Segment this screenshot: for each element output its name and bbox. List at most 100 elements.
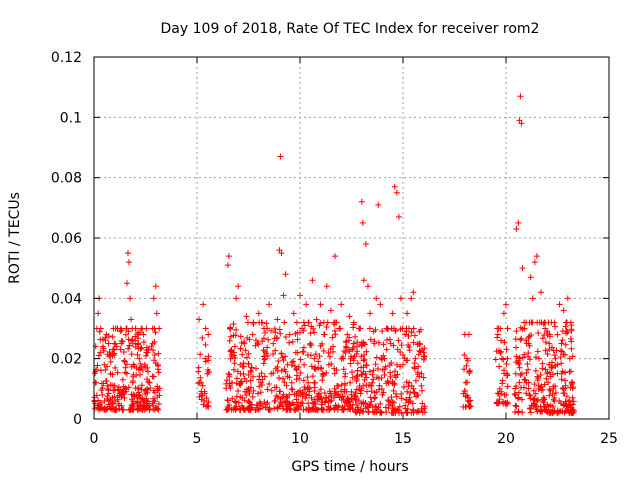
data-point: [261, 355, 268, 362]
data-point: [154, 361, 161, 368]
data-point: [354, 360, 361, 367]
data-point: [363, 374, 370, 381]
y-tick-labels: 0 0.02 0.04 0.06 0.08 0.1 0.12: [51, 50, 82, 428]
data-point: [260, 360, 267, 367]
data-point: [390, 399, 397, 406]
data-point: [199, 335, 206, 342]
data-point: [568, 379, 575, 386]
data-point: [232, 332, 239, 339]
data-point: [521, 325, 528, 332]
data-point: [297, 356, 304, 363]
data-point: [323, 406, 330, 413]
data-point: [130, 391, 137, 398]
data-point: [315, 358, 322, 365]
data-point: [516, 364, 523, 371]
data-point: [245, 360, 252, 367]
data-point: [513, 328, 520, 335]
x-tick-label: 10: [291, 431, 309, 447]
data-point: [568, 338, 575, 345]
data-point: [111, 393, 118, 400]
data-point: [102, 366, 109, 373]
data-point: [132, 325, 139, 332]
data-point: [152, 329, 159, 336]
data-point: [552, 355, 559, 362]
data-point: [154, 405, 161, 412]
data-point: [537, 372, 544, 379]
data-point: [375, 201, 382, 208]
data-point: [360, 364, 367, 371]
data-point: [196, 316, 203, 323]
data-point: [495, 325, 502, 332]
data-point: [546, 369, 553, 376]
data-point: [286, 374, 293, 381]
data-point: [308, 363, 315, 370]
data-point: [237, 382, 244, 389]
data-point: [323, 324, 330, 331]
data-point: [104, 393, 111, 400]
data-point: [139, 325, 146, 332]
data-point: [395, 337, 402, 344]
data-point: [224, 262, 231, 269]
data-point: [339, 393, 346, 400]
data-point: [547, 373, 554, 380]
data-point: [249, 393, 256, 400]
data-point: [296, 375, 303, 382]
data-point: [250, 387, 257, 394]
data-point: [135, 340, 142, 347]
data-point: [352, 333, 359, 340]
data-point: [137, 395, 144, 402]
data-point: [325, 398, 332, 405]
data-point: [540, 397, 547, 404]
data-point: [286, 391, 293, 398]
data-point: [539, 360, 546, 367]
data-point: [95, 405, 102, 412]
y-tick-label: 0.06: [51, 231, 82, 247]
data-point: [126, 259, 133, 266]
data-point: [535, 355, 542, 362]
data-point: [539, 335, 546, 342]
data-point: [317, 301, 324, 308]
data-point: [533, 397, 540, 404]
data-point: [558, 360, 565, 367]
data-point: [361, 351, 368, 358]
data-point: [349, 344, 356, 351]
data-point: [134, 406, 141, 413]
data-point: [416, 347, 423, 354]
x-tick-label: 25: [600, 431, 618, 447]
data-point: [362, 370, 369, 377]
data-point: [534, 377, 541, 384]
data-point: [331, 405, 338, 412]
data-point: [407, 389, 414, 396]
data-point: [226, 325, 233, 332]
data-point: [332, 402, 339, 409]
data-point: [503, 400, 510, 407]
data-point: [344, 397, 351, 404]
data-point: [245, 385, 252, 392]
data-point: [563, 393, 570, 400]
data-point: [513, 353, 520, 360]
data-point: [341, 380, 348, 387]
data-point: [247, 367, 254, 374]
data-point: [547, 333, 554, 340]
data-point: [276, 326, 283, 333]
data-point: [283, 406, 290, 413]
data-point: [557, 347, 564, 354]
data-point: [226, 337, 233, 344]
data-point: [264, 344, 271, 351]
data-point: [338, 301, 345, 308]
data-point: [499, 377, 506, 384]
data-point: [558, 370, 565, 377]
data-point: [142, 352, 149, 359]
data-point: [416, 328, 423, 335]
data-point: [155, 400, 162, 407]
data-point: [558, 348, 565, 355]
data-point: [391, 183, 398, 190]
data-point: [319, 340, 326, 347]
data-point: [205, 331, 212, 338]
data-point: [359, 219, 366, 226]
data-point: [277, 330, 284, 337]
data-point: [367, 310, 374, 317]
data-point: [569, 407, 576, 414]
data-point: [130, 403, 137, 410]
data-point: [116, 390, 123, 397]
